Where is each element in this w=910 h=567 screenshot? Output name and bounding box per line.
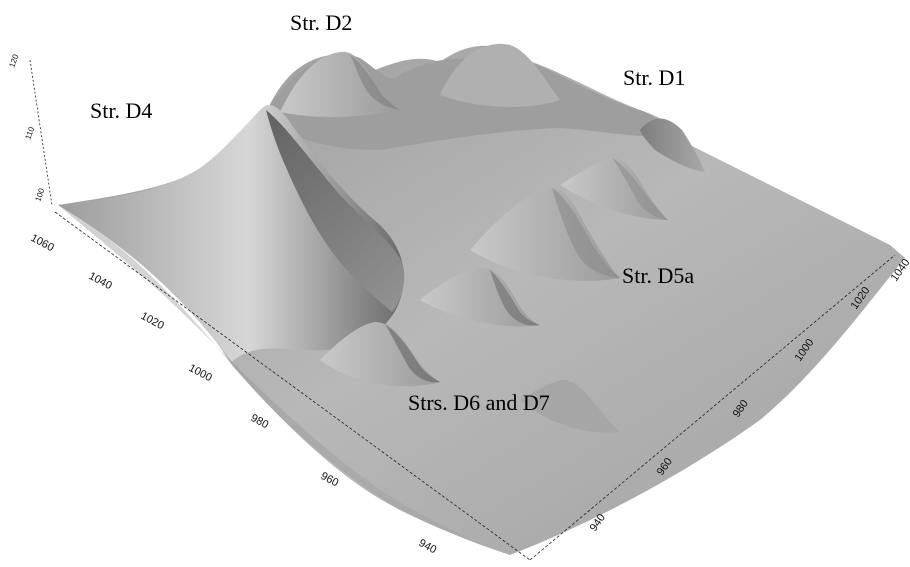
- left-tick: 940: [417, 537, 439, 556]
- label-str-d4: Str. D4: [90, 98, 152, 123]
- left-front-face: [58, 205, 510, 555]
- peak-d6-shadow: [385, 324, 440, 383]
- peak-d2: [280, 51, 400, 118]
- label-strs-d6-d7: Strs. D6 and D7: [408, 390, 550, 415]
- peak-d1-center: [440, 43, 560, 107]
- left-tick: 1040: [87, 270, 114, 292]
- peak-d5a-1-shadow: [552, 188, 620, 278]
- peak-d7: [520, 380, 620, 433]
- z-tick: 120: [7, 53, 20, 69]
- peak-d4-shadow: [266, 110, 405, 312]
- label-str-d1: Str. D1: [623, 65, 685, 90]
- z-axis: [29, 59, 53, 206]
- label-str-d2: Str. D2: [290, 10, 352, 35]
- peak-d5a-2-shadow: [612, 158, 668, 220]
- peak-d6: [320, 322, 440, 387]
- z-tick: 100: [33, 187, 46, 203]
- peak-d2-shadow: [350, 55, 400, 110]
- left-tick: 960: [319, 470, 341, 489]
- left-tick: 980: [249, 412, 271, 431]
- left-tick: 1000: [187, 362, 214, 384]
- left-tick: 1020: [139, 310, 166, 332]
- peak-middle-shadow: [490, 270, 540, 326]
- peak-d1-right: [640, 118, 705, 172]
- right-axis: [529, 254, 896, 561]
- left-axis: [54, 211, 531, 561]
- z-axis-ticks: 120 110 100: [7, 53, 46, 203]
- z-tick: 110: [23, 125, 36, 141]
- label-str-d5a: Str. D5a: [622, 263, 694, 288]
- left-tick: 1060: [29, 232, 56, 254]
